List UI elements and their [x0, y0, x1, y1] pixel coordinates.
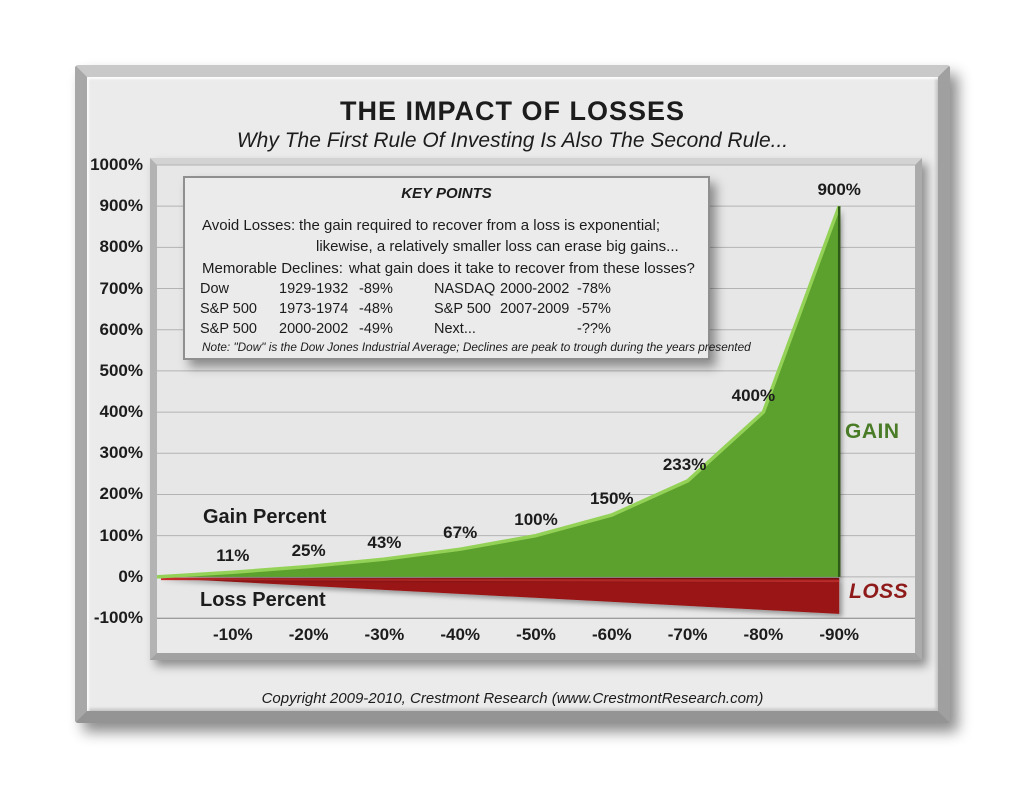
area-chart-svg: [156, 164, 915, 619]
x-tick-label: -70%: [667, 625, 708, 644]
decline-index: NASDAQ: [434, 281, 496, 297]
decline-percent: -78%: [577, 281, 611, 297]
x-tick-label: -80%: [743, 625, 784, 644]
decline-index: S&P 500: [200, 301, 257, 317]
decline-percent: -??%: [577, 321, 611, 337]
avoid-losses-text: the gain required to recover from a loss…: [299, 215, 679, 257]
y-tick-label: 800%: [99, 237, 143, 257]
gain-point-label: 150%: [590, 489, 634, 509]
y-tick-label: 100%: [99, 525, 143, 545]
y-tick-label: 600%: [99, 319, 143, 339]
gain-point-label: 43%: [367, 533, 402, 553]
y-tick-label: 500%: [99, 360, 143, 380]
y-tick-label: -100%: [93, 608, 143, 627]
y-tick-label: 400%: [99, 402, 143, 422]
x-tick-label: -60%: [591, 625, 632, 644]
declines-footnote: Note: "Dow" is the Dow Jones Industrial …: [202, 340, 751, 354]
loss-series-label: Loss Percent: [200, 589, 326, 611]
memorable-declines-label: Memorable Declines:: [202, 260, 343, 277]
decline-index: S&P 500: [200, 321, 257, 337]
x-tick-label: -50%: [516, 625, 556, 644]
table-row: Dow 1929-1932 -89% NASDAQ 2000-2002 -78%: [185, 279, 708, 299]
decline-index: Next...: [434, 321, 476, 337]
copyright: Copyright 2009-2010, Crestmont Research …: [261, 690, 764, 707]
decline-percent: -89%: [359, 281, 393, 297]
gain-point-label: 67%: [443, 523, 478, 543]
decline-years: 2000-2002: [279, 321, 349, 337]
chart-subtitle: Why The First Rule Of Investing Is Also …: [236, 129, 789, 152]
x-tick-label: -10%: [212, 625, 253, 644]
y-tick-label: 900%: [99, 196, 143, 216]
slide-frame: THE IMPACT OF LOSSES Why The First Rule …: [75, 65, 950, 723]
x-tick-label: -20%: [288, 625, 329, 644]
y-axis: 1000% 900% 800% 700% 600% 500% 400% 300% 200% 100…: [87, 155, 145, 627]
gain-point-label: 900%: [817, 180, 861, 200]
table-row: S&P 500 2000-2002 -49% Next... -??%: [185, 319, 708, 339]
memorable-declines-heading: Memorable Declines: what gain does it tak…: [202, 260, 695, 277]
x-tick-label: -40%: [440, 625, 481, 644]
key-points-box: KEY POINTS Avoid Losses: the gain requir…: [183, 176, 751, 360]
key-points-heading: KEY POINTS: [401, 185, 492, 202]
loss-annotation: LOSS: [849, 580, 909, 603]
decline-index: S&P 500: [434, 301, 491, 317]
declines-table: Dow 1929-1932 -89% NASDAQ 2000-2002 -78%…: [185, 279, 708, 339]
decline-years: 1929-1932: [279, 281, 349, 297]
table-row: S&P 500 1973-1974 -48% S&P 500 2007-2009…: [185, 299, 708, 319]
gain-point-label: 233%: [662, 454, 707, 474]
x-tick-label: -30%: [364, 625, 405, 644]
decline-percent: -48%: [359, 301, 393, 317]
decline-years: 2007-2009: [500, 301, 570, 317]
decline-percent: -57%: [577, 301, 611, 317]
gain-point-label: 11%: [216, 546, 250, 566]
y-tick-label: 200%: [99, 484, 143, 504]
decline-years: 1973-1974: [279, 301, 349, 317]
memorable-declines-question: what gain does it take to recover from t…: [348, 260, 695, 277]
y-tick-label: 700%: [99, 278, 143, 298]
avoid-losses-line1: the gain required to recover from a loss…: [299, 217, 661, 234]
decline-percent: -49%: [359, 321, 393, 337]
gain-annotation: GAIN: [845, 420, 900, 443]
y-tick-label: 300%: [99, 443, 143, 463]
avoid-losses-label: Avoid Losses:: [202, 217, 296, 234]
gain-point-label: 400%: [731, 386, 776, 406]
decline-index: Dow: [200, 281, 230, 297]
avoid-losses-paragraph: Avoid Losses: the gain required to recov…: [202, 215, 679, 257]
x-tick-label: -90%: [819, 625, 860, 644]
chart-title: THE IMPACT OF LOSSES: [339, 96, 685, 126]
avoid-losses-line2: likewise, a relatively smaller loss can …: [316, 238, 679, 255]
y-tick-label: 0%: [118, 566, 143, 586]
gain-point-label: 25%: [291, 540, 326, 560]
decline-years: 2000-2002: [500, 281, 570, 297]
gain-series-label: Gain Percent: [203, 506, 327, 528]
x-axis: -10% -20% -30% -40% -50% -60% -70% -80% -90%: [157, 618, 915, 653]
gain-point-label: 100%: [514, 509, 558, 529]
y-tick-label: 1000%: [90, 155, 143, 174]
